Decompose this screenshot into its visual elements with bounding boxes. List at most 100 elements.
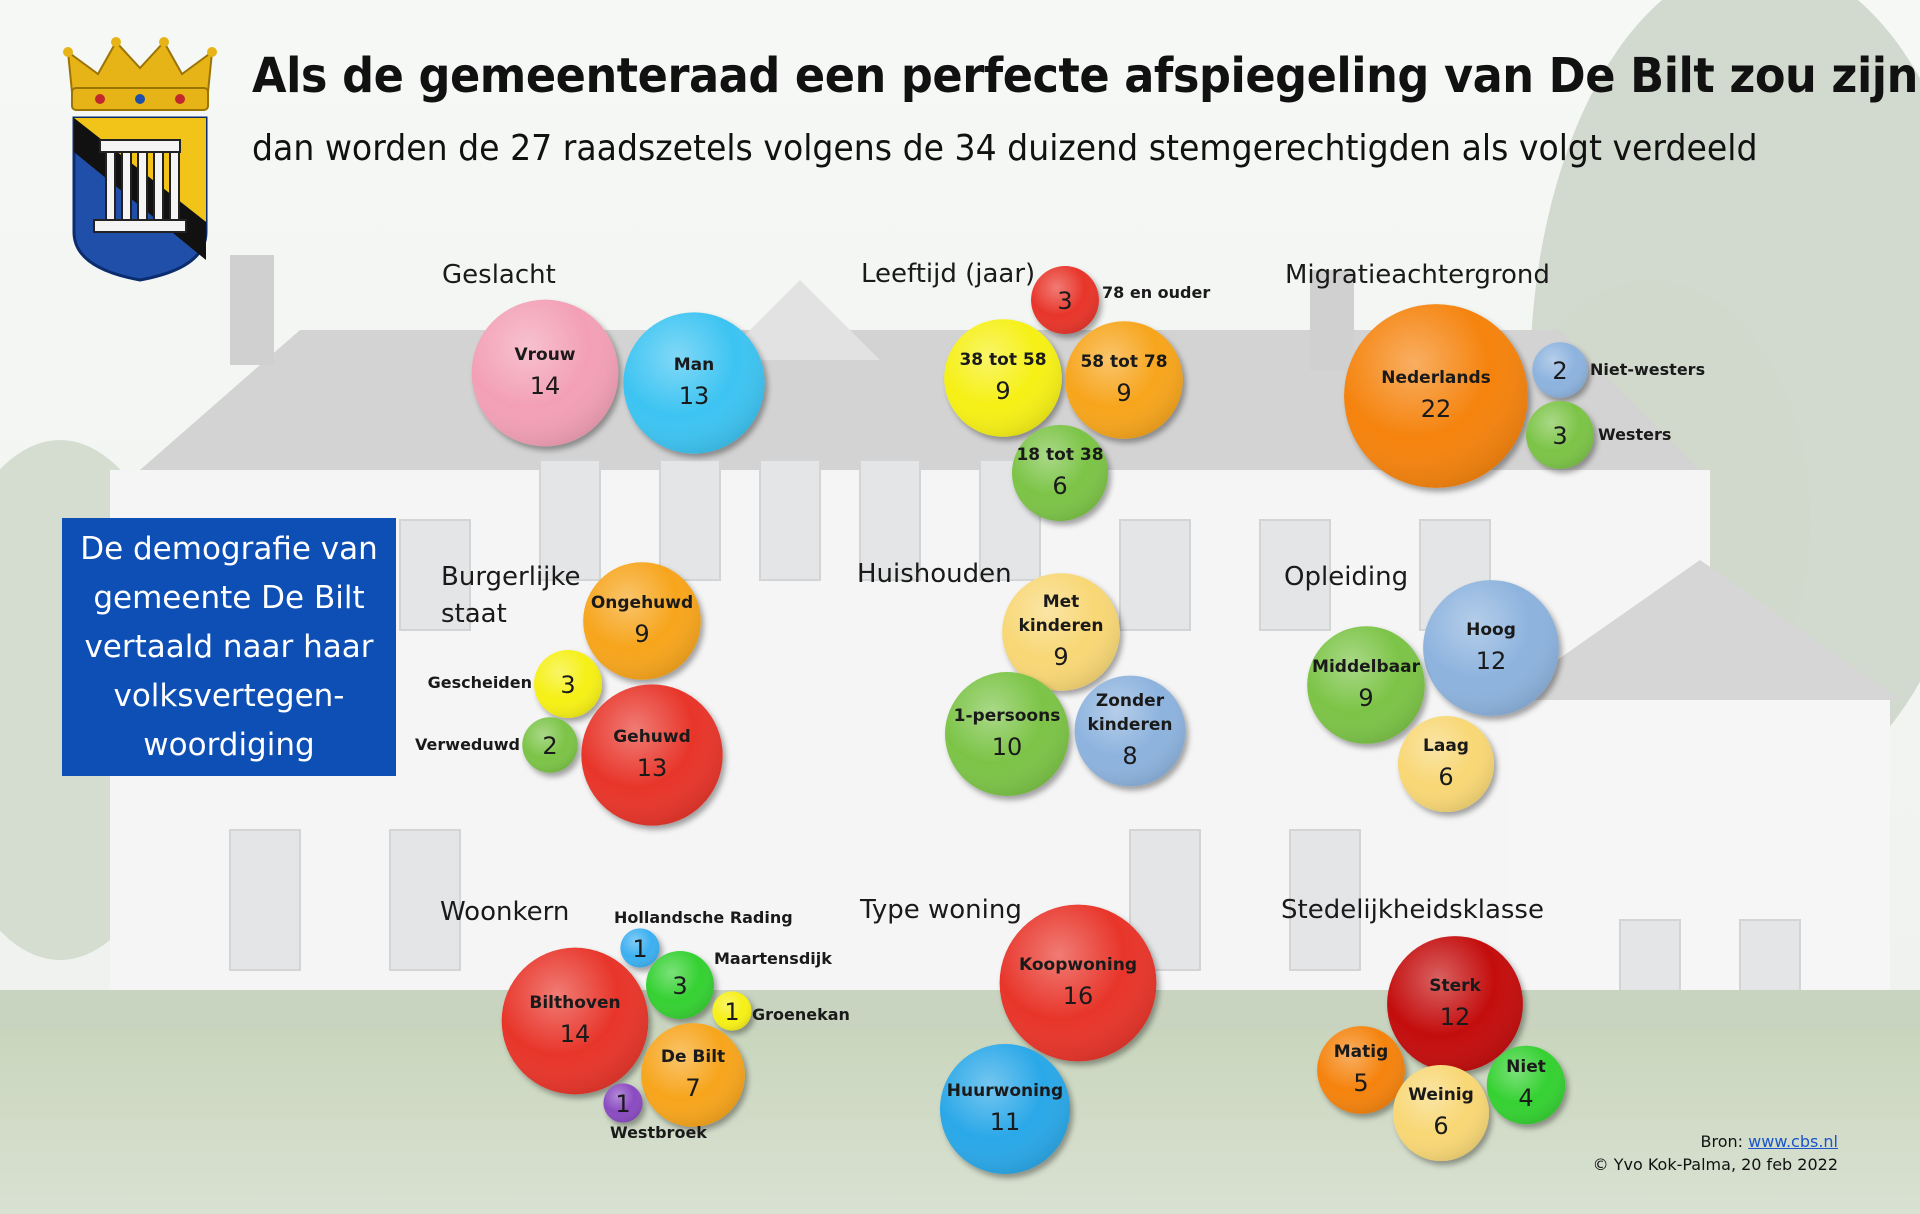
bubble-shine bbox=[1397, 715, 1495, 813]
bubble-label-laag: Laag bbox=[1423, 736, 1469, 756]
bubble-value-man: 13 bbox=[679, 382, 710, 410]
bubble-value-verweduwd: 2 bbox=[542, 732, 557, 760]
bubble-shine bbox=[1532, 342, 1588, 398]
bubble-label-gescheiden: Gescheiden bbox=[428, 673, 532, 692]
bubble-label-38-tot-58: 38 tot 58 bbox=[959, 350, 1046, 370]
bubble-value-nederlands: 22 bbox=[1421, 395, 1452, 423]
bubble-shine bbox=[623, 312, 765, 454]
bubble-shine bbox=[646, 951, 714, 1019]
bubble-shine bbox=[712, 991, 752, 1031]
bubble-shine bbox=[1002, 573, 1120, 691]
bubble-shine bbox=[1526, 401, 1594, 469]
bubble-shine bbox=[999, 904, 1157, 1062]
bubble-value-zonder-kinderen: 8 bbox=[1122, 742, 1137, 770]
bubble-label-middelbaar: Middelbaar bbox=[1312, 657, 1421, 677]
bubble-value-niet: 4 bbox=[1518, 1084, 1533, 1112]
panel-title: Burgerlijke staat bbox=[441, 562, 581, 629]
bubble-label-huurwoning: Huurwoning bbox=[947, 1081, 1063, 1101]
bubble-value-gehuwd: 13 bbox=[637, 754, 668, 782]
bubble-shine bbox=[471, 299, 619, 447]
bubble-label-verweduwd: Verweduwd bbox=[415, 735, 520, 754]
bubble-shine bbox=[939, 1043, 1071, 1175]
bubble-shine bbox=[1392, 1064, 1490, 1162]
bubble-shine bbox=[1074, 675, 1186, 787]
panel-title: Migratieachtergrond bbox=[1285, 260, 1550, 290]
bubble-value-niet-westers: 2 bbox=[1552, 357, 1567, 385]
panel-geslacht: Geslacht Vrouw 14 Man 13 bbox=[442, 260, 765, 454]
bubble-label-maartensdijk: Maartensdijk bbox=[714, 949, 832, 968]
credit-text: © Yvo Kok-Palma, 20 feb 2022 bbox=[1592, 1155, 1838, 1174]
bubble-label-sterk: Sterk bbox=[1429, 976, 1481, 996]
bubble-shine bbox=[522, 717, 578, 773]
bubble-label-westers: Westers bbox=[1598, 425, 1671, 444]
bubble-label-58-tot-78: 58 tot 78 bbox=[1080, 352, 1167, 372]
bubble-label-gehuwd: Gehuwd bbox=[613, 727, 691, 747]
bubble-shine bbox=[501, 947, 649, 1095]
panel-opleiding: Opleiding Hoog 12 Middelbaar 9 Laag 6 bbox=[1284, 562, 1559, 813]
bubble-value-bilthoven: 14 bbox=[560, 1020, 591, 1048]
bubble-value-koopwoning: 16 bbox=[1063, 982, 1094, 1010]
bubble-shine bbox=[1307, 626, 1425, 744]
bubble-label-1-persoons: 1-persoons bbox=[954, 706, 1061, 726]
bubble-value-westbroek: 1 bbox=[615, 1090, 630, 1118]
bubble-value-westers: 3 bbox=[1552, 422, 1567, 450]
bubble-label-koopwoning: Koopwoning bbox=[1019, 955, 1137, 975]
bubble-value-de-bilt: 7 bbox=[685, 1074, 700, 1102]
panel-type-woning: Type woning Koopwoning 16 Huurwoning 11 bbox=[859, 895, 1157, 1175]
panel-title: Opleiding bbox=[1284, 562, 1408, 592]
bubble-label-bilthoven: Bilthoven bbox=[529, 993, 620, 1013]
bubble-value-38-tot-58: 9 bbox=[995, 377, 1010, 405]
bubble-shine bbox=[945, 672, 1069, 796]
bubble-value-huurwoning: 11 bbox=[990, 1108, 1021, 1136]
panel-stedelijkheidsklasse: Stedelijkheidsklasse Sterk 12 Matig 5 Weinig 6… bbox=[1281, 895, 1566, 1162]
bubble-shine bbox=[534, 650, 602, 718]
bubble-value-58-tot-78: 9 bbox=[1116, 379, 1131, 407]
bubble-value-ongehuwd: 9 bbox=[634, 620, 649, 648]
bubble-value-maartensdijk: 3 bbox=[672, 972, 687, 1000]
bubble-shine bbox=[944, 319, 1062, 437]
bubble-label-hollandsche-rading: Hollandsche Rading bbox=[614, 908, 793, 927]
panel-title: Geslacht bbox=[442, 260, 556, 290]
bubble-label-ongehuwd: Ongehuwd bbox=[591, 593, 693, 613]
panel-title: Leeftijd (jaar) bbox=[861, 259, 1035, 289]
panel-woonkern: Woonkern 1 Hollandsche Rading 3 Maartensdijk… bbox=[440, 897, 850, 1142]
bubble-shine bbox=[1423, 580, 1559, 716]
bubble-value-hoog: 12 bbox=[1476, 647, 1507, 675]
bubble-value-weinig: 6 bbox=[1433, 1112, 1448, 1140]
bubble-value-matig: 5 bbox=[1353, 1069, 1368, 1097]
bubble-value-laag: 6 bbox=[1438, 763, 1453, 791]
municipality-crest-icon bbox=[63, 37, 217, 282]
bubble-label-niet: Niet bbox=[1506, 1057, 1546, 1077]
bubble-label-18-tot-38: 18 tot 38 bbox=[1016, 445, 1103, 465]
bubble-value-18-tot-38: 6 bbox=[1052, 472, 1067, 500]
bubble-label-vrouw: Vrouw bbox=[514, 345, 575, 365]
bubble-shine bbox=[1011, 424, 1109, 522]
bubble-shine bbox=[1317, 1026, 1405, 1114]
source-link[interactable]: www.cbs.nl bbox=[1748, 1132, 1838, 1151]
page-title: Als de gemeenteraad een perfecte afspieg… bbox=[252, 48, 1918, 104]
bubble-shine bbox=[1486, 1045, 1566, 1125]
bubble-shine bbox=[1065, 321, 1183, 439]
bubble-shine bbox=[1344, 304, 1528, 488]
bubble-value-met-kinderen: 9 bbox=[1053, 643, 1068, 671]
bubble-value-78-en-ouder: 3 bbox=[1057, 287, 1072, 315]
info-box-text: De demografie van gemeente De Bilt verta… bbox=[80, 530, 378, 763]
bubble-shine bbox=[603, 1083, 643, 1123]
info-box: De demografie van gemeente De Bilt verta… bbox=[62, 518, 396, 776]
panel-leeftijd-jaar: Leeftijd (jaar) 3 78 en ouder 38 tot 58 9 58 … bbox=[861, 259, 1210, 522]
bubble-label-zonder-kinderen: Zonder kinderen bbox=[1088, 691, 1173, 735]
bubble-shine bbox=[581, 684, 723, 826]
bubble-label-niet-westers: Niet-westers bbox=[1590, 360, 1705, 379]
panel-burgerlijke: Burgerlijke staat Ongehuwd 9 3 Gescheiden 2 Ver… bbox=[415, 562, 723, 826]
bubble-label-78-en-ouder: 78 en ouder bbox=[1102, 283, 1210, 302]
source-note: Bron: www.cbs.nl © Yvo Kok-Palma, 20 feb… bbox=[1593, 1130, 1838, 1176]
panel-title: Woonkern bbox=[440, 897, 569, 927]
panel-title: Stedelijkheidsklasse bbox=[1281, 895, 1544, 925]
bubble-value-gescheiden: 3 bbox=[560, 671, 575, 699]
bubble-label-man: Man bbox=[674, 355, 715, 375]
bubble-label-westbroek: Westbroek bbox=[610, 1123, 707, 1142]
page-subtitle: dan worden de 27 raadszetels volgens de … bbox=[252, 128, 1758, 169]
